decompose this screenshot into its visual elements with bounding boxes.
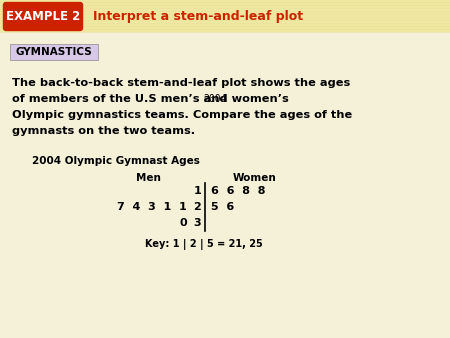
Text: 1: 1 bbox=[193, 186, 201, 196]
Text: 2004: 2004 bbox=[203, 94, 227, 104]
Text: 7  4  3  1  1: 7 4 3 1 1 bbox=[117, 202, 187, 212]
Text: 6  6  8  8: 6 6 8 8 bbox=[211, 186, 266, 196]
Text: Key: 1 | 2 | 5 = 21, 25: Key: 1 | 2 | 5 = 21, 25 bbox=[145, 240, 263, 250]
FancyBboxPatch shape bbox=[4, 2, 82, 30]
Bar bbox=[0, 0, 450, 32]
Text: Men: Men bbox=[135, 173, 161, 183]
Text: The back-to-back stem-and-leaf plot shows the ages: The back-to-back stem-and-leaf plot show… bbox=[12, 78, 350, 88]
Text: GYMNASTICS: GYMNASTICS bbox=[16, 47, 92, 57]
Text: gymnasts on the two teams.: gymnasts on the two teams. bbox=[12, 126, 195, 136]
Text: Interpret a stem-and-leaf plot: Interpret a stem-and-leaf plot bbox=[93, 10, 303, 23]
Text: Women: Women bbox=[233, 173, 277, 183]
Text: 2: 2 bbox=[193, 202, 201, 212]
Text: Olympic gymnastics teams. Compare the ages of the: Olympic gymnastics teams. Compare the ag… bbox=[12, 110, 352, 120]
Text: 3: 3 bbox=[194, 218, 201, 228]
Text: 5  6: 5 6 bbox=[211, 202, 234, 212]
Text: 0: 0 bbox=[180, 218, 187, 228]
Text: of members of the U.S men’s and women’s: of members of the U.S men’s and women’s bbox=[12, 94, 293, 104]
Text: EXAMPLE 2: EXAMPLE 2 bbox=[6, 10, 80, 23]
Bar bbox=[10, 44, 98, 60]
Text: 2004 Olympic Gymnast Ages: 2004 Olympic Gymnast Ages bbox=[32, 156, 200, 166]
